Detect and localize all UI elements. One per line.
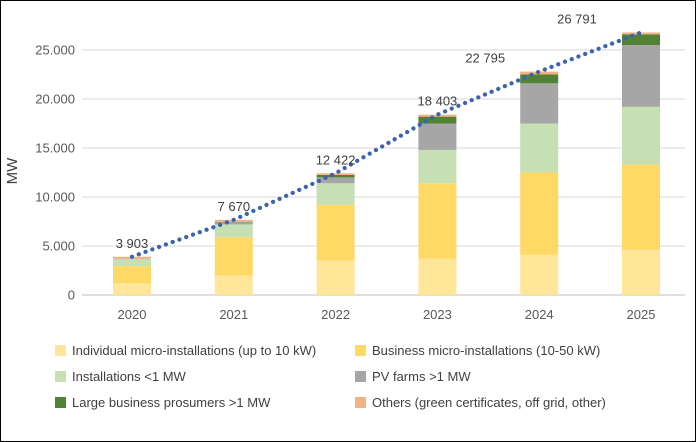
bar-segment	[214, 222, 253, 225]
y-axis-title: MW	[4, 157, 21, 184]
bar-segment	[520, 254, 559, 295]
bar-segment	[520, 172, 559, 255]
total-data-label: 26 791	[557, 11, 597, 26]
y-tick-label: 25.000	[35, 43, 75, 58]
bar-segment	[214, 237, 253, 276]
legend-label: Business micro-installations (10-50 kW)	[372, 343, 601, 358]
bar-segment	[418, 258, 457, 295]
legend-swatch	[55, 371, 66, 382]
y-tick-label: 15.000	[35, 141, 75, 156]
bar-segment	[520, 123, 559, 173]
legend-label: Large business prosumers >1 MW	[72, 395, 271, 410]
bar-segment	[316, 183, 355, 205]
bar-segment	[316, 204, 355, 261]
x-tick-label: 2024	[525, 307, 554, 322]
legend-label: PV farms >1 MW	[372, 369, 471, 384]
legend-item: Installations <1 MW	[55, 368, 355, 385]
bar-segment	[418, 149, 457, 184]
bar-segment	[113, 266, 151, 284]
legend-swatch	[355, 345, 366, 356]
legend-item: PV farms >1 MW	[355, 368, 687, 385]
bar-segment	[418, 116, 457, 124]
trend-line	[129, 30, 644, 259]
bar-segment	[113, 283, 151, 295]
x-tick-label: 2023	[423, 307, 452, 322]
bar-segment	[316, 177, 355, 184]
bar-segment	[418, 183, 457, 259]
bar-segment	[214, 275, 253, 295]
bar-segment	[622, 164, 660, 250]
legend-item: Business micro-installations (10-50 kW)	[355, 342, 687, 359]
legend-swatch	[355, 397, 366, 408]
chart-canvas: 0 5.000 10.000 15.000 20.000 25.000 MW 3 903 7 6…	[4, 11, 685, 322]
legend-swatch	[55, 397, 66, 408]
y-tick-label: 10.000	[35, 190, 75, 205]
y-tick-label: 20.000	[35, 92, 75, 107]
x-tick-label: 2022	[321, 307, 350, 322]
bar-segment	[520, 83, 559, 124]
bar-segment	[622, 45, 660, 107]
legend-label: Installations <1 MW	[72, 369, 186, 384]
legend-swatch	[355, 371, 366, 382]
legend: Individual micro-installations (up to 10…	[55, 342, 687, 411]
legend-label: Others (green certificates, off grid, ot…	[372, 395, 606, 410]
bar-segment	[520, 74, 559, 84]
bar-segment	[418, 123, 457, 150]
legend-item: Large business prosumers >1 MW	[55, 394, 355, 411]
legend-swatch	[55, 345, 66, 356]
total-data-label: 22 795	[465, 51, 505, 66]
legend-item: Individual micro-installations (up to 10…	[55, 342, 355, 359]
total-data-label: 12 422	[316, 152, 356, 167]
bar-segment	[622, 249, 660, 295]
bar-segment	[316, 260, 355, 295]
y-tick-label: 0	[68, 288, 75, 303]
x-tick-label: 2020	[118, 307, 147, 322]
x-tick-label: 2021	[219, 307, 248, 322]
legend-item: Others (green certificates, off grid, ot…	[355, 394, 687, 411]
bar-segment	[316, 174, 355, 178]
y-tick-label: 5.000	[42, 239, 75, 254]
total-data-label: 7 670	[218, 199, 251, 214]
total-data-label: 18 403	[418, 94, 458, 109]
bar-segment	[113, 259, 151, 267]
legend-label: Individual micro-installations (up to 10…	[72, 343, 317, 358]
total-data-label: 3 903	[116, 236, 149, 251]
bar-segment	[214, 224, 253, 238]
bar-segment	[622, 106, 660, 165]
bar-segment	[316, 173, 355, 175]
bar-segment	[622, 34, 660, 46]
x-tick-label: 2025	[627, 307, 656, 322]
